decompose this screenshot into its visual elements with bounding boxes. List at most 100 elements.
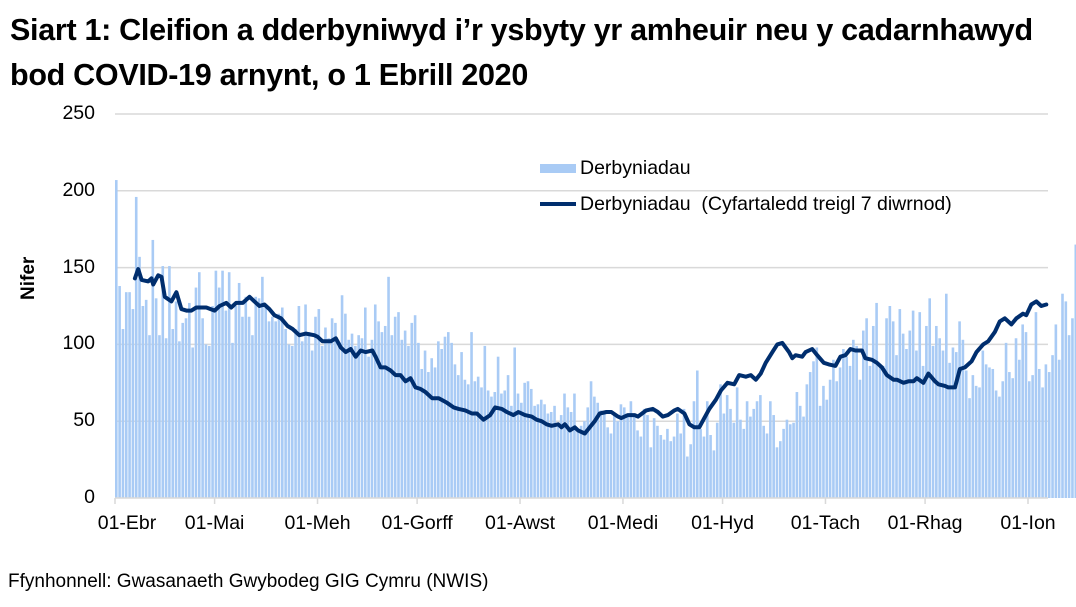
bar bbox=[659, 435, 663, 498]
bar bbox=[888, 306, 892, 498]
bar bbox=[317, 309, 321, 498]
bar bbox=[569, 411, 573, 498]
x-tick-label: 01-Medi bbox=[587, 512, 659, 534]
bar bbox=[1011, 378, 1014, 498]
bar bbox=[642, 408, 646, 498]
bar bbox=[463, 379, 467, 498]
y-tick-label: 200 bbox=[62, 178, 95, 201]
bar bbox=[164, 338, 168, 498]
bar bbox=[403, 330, 407, 498]
bar bbox=[181, 322, 184, 498]
bar bbox=[1071, 318, 1074, 498]
bar bbox=[430, 358, 433, 498]
bar bbox=[274, 321, 277, 498]
bar bbox=[284, 329, 287, 498]
bar bbox=[656, 425, 659, 498]
bar bbox=[895, 355, 898, 498]
bar bbox=[131, 309, 135, 498]
bar bbox=[1018, 359, 1021, 498]
bar bbox=[928, 298, 931, 498]
bar bbox=[828, 379, 832, 498]
bar bbox=[413, 315, 417, 498]
bar bbox=[456, 375, 460, 498]
bar bbox=[871, 325, 875, 498]
bar bbox=[357, 335, 360, 498]
bar bbox=[702, 436, 706, 498]
bar bbox=[151, 239, 155, 498]
bar bbox=[1067, 335, 1071, 498]
bar bbox=[337, 344, 341, 498]
bar bbox=[808, 372, 812, 498]
x-tick-label: 01-Meh bbox=[284, 512, 351, 534]
bar bbox=[901, 333, 905, 498]
y-tick-label: 0 bbox=[84, 486, 95, 508]
bar bbox=[941, 350, 945, 498]
bar bbox=[290, 345, 294, 498]
bar bbox=[1004, 342, 1008, 498]
bar bbox=[364, 307, 367, 498]
bar bbox=[423, 350, 427, 498]
bar bbox=[666, 428, 669, 498]
bar bbox=[380, 332, 384, 498]
bar bbox=[427, 372, 430, 498]
bar bbox=[476, 376, 480, 498]
bar bbox=[506, 375, 510, 498]
bar bbox=[158, 335, 161, 498]
bar bbox=[998, 396, 1001, 498]
bar bbox=[812, 361, 815, 498]
bar bbox=[672, 436, 676, 498]
x-tick-label: 01-Hyd bbox=[691, 512, 754, 534]
bar bbox=[593, 396, 596, 498]
bar bbox=[832, 359, 835, 498]
bar bbox=[314, 316, 317, 498]
bar bbox=[951, 347, 955, 498]
bar bbox=[510, 405, 513, 498]
bar bbox=[984, 364, 988, 498]
bar-swatch-icon bbox=[540, 163, 576, 173]
bar bbox=[709, 435, 712, 498]
bar bbox=[1074, 244, 1076, 498]
bar bbox=[267, 321, 271, 498]
bar bbox=[134, 196, 138, 498]
bar bbox=[619, 404, 623, 498]
y-tick-label: 150 bbox=[62, 255, 95, 278]
bar bbox=[241, 316, 244, 498]
bar bbox=[842, 349, 845, 498]
bar bbox=[480, 387, 483, 498]
bar bbox=[845, 356, 848, 498]
bar bbox=[925, 325, 928, 498]
bar bbox=[1021, 324, 1024, 498]
bar bbox=[825, 399, 829, 498]
bar bbox=[124, 292, 128, 498]
bar bbox=[815, 347, 819, 498]
bar bbox=[752, 408, 756, 498]
bar bbox=[705, 401, 709, 498]
bar bbox=[450, 342, 453, 498]
legend-item-bars: Derbyniadau bbox=[540, 150, 952, 186]
bar bbox=[294, 329, 297, 498]
bar bbox=[251, 335, 254, 498]
bar bbox=[178, 341, 181, 498]
bar bbox=[400, 339, 404, 498]
bar bbox=[669, 441, 673, 498]
bar bbox=[261, 276, 264, 498]
bar bbox=[397, 312, 400, 498]
bar bbox=[1057, 359, 1061, 498]
x-tick-label: 01-Gorff bbox=[381, 512, 453, 534]
bar bbox=[526, 381, 530, 498]
bar bbox=[991, 368, 995, 498]
bar bbox=[344, 313, 347, 498]
x-tick-label: 01-Ebr bbox=[97, 512, 157, 534]
bar bbox=[559, 415, 563, 498]
bar bbox=[161, 266, 165, 498]
bar bbox=[1041, 387, 1044, 498]
legend-item-line: Derbyniadau (Cyfartaledd treigl 7 diwrno… bbox=[540, 186, 952, 222]
bar bbox=[360, 338, 364, 498]
bar bbox=[835, 381, 839, 498]
bar bbox=[905, 349, 908, 498]
bar bbox=[1064, 301, 1068, 498]
bar bbox=[556, 425, 560, 498]
bar bbox=[453, 364, 457, 498]
bar bbox=[765, 433, 769, 498]
bar bbox=[715, 422, 719, 498]
